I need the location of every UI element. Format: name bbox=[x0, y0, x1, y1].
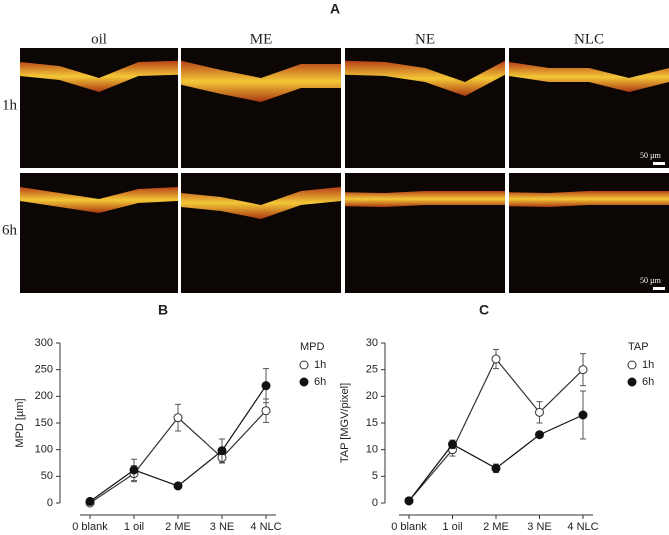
tissue-band bbox=[181, 187, 341, 219]
legend-marker bbox=[627, 360, 637, 370]
marker bbox=[578, 365, 588, 375]
panel-label: A bbox=[330, 1, 340, 17]
marker bbox=[85, 496, 95, 506]
panel-label: B bbox=[158, 302, 168, 318]
marker bbox=[404, 496, 414, 506]
column-label: NLC bbox=[574, 31, 604, 47]
legend-label: 1h bbox=[642, 359, 654, 371]
x-tick-label: 3 NE bbox=[527, 521, 551, 533]
marker bbox=[261, 406, 271, 416]
series-line bbox=[408, 414, 584, 502]
tissue-band bbox=[509, 191, 669, 207]
scale-bar bbox=[653, 287, 665, 290]
scale-bar-label: 50 µm bbox=[640, 276, 662, 285]
x-tick-label: 1 oil bbox=[442, 521, 462, 533]
marker bbox=[129, 465, 139, 475]
x-tick-label: 3 NE bbox=[210, 521, 234, 533]
y-tick-label: 5 bbox=[372, 470, 378, 482]
x-tick-label: 2 ME bbox=[165, 521, 191, 533]
y-tick-label: 25 bbox=[366, 364, 378, 376]
column-label: oil bbox=[91, 31, 107, 47]
legend-marker bbox=[299, 360, 309, 370]
tissue-band bbox=[20, 187, 178, 213]
marker bbox=[535, 430, 544, 440]
column-label: NE bbox=[415, 31, 435, 47]
x-tick-label: 4 NLC bbox=[567, 521, 598, 533]
y-tick-label: 100 bbox=[35, 444, 53, 456]
marker bbox=[173, 481, 183, 491]
tissue-band bbox=[20, 60, 178, 92]
x-tick-label: 4 NLC bbox=[250, 521, 281, 533]
y-axis-label: TAP [MGV/pixel] bbox=[339, 383, 351, 463]
y-tick-label: 50 bbox=[41, 470, 53, 482]
legend-label: 6h bbox=[642, 376, 654, 388]
y-tick-label: 150 bbox=[35, 417, 53, 429]
y-tick-label: 200 bbox=[35, 390, 53, 402]
y-tick-label: 20 bbox=[366, 390, 378, 402]
panel-label: C bbox=[479, 302, 489, 318]
row-label: 1h bbox=[2, 97, 18, 113]
series-line bbox=[408, 357, 584, 502]
marker bbox=[491, 354, 501, 364]
y-tick-label: 30 bbox=[366, 337, 378, 349]
x-tick-label: 0 blank bbox=[72, 521, 108, 533]
marker bbox=[491, 463, 501, 473]
marker bbox=[535, 407, 544, 417]
legend-marker bbox=[627, 377, 637, 387]
x-tick-label: 0 blank bbox=[391, 521, 427, 533]
y-tick-label: 0 bbox=[47, 497, 53, 509]
y-tick-label: 250 bbox=[35, 364, 53, 376]
legend-label: 6h bbox=[314, 376, 326, 388]
y-axis-label: MPD [µm] bbox=[14, 398, 26, 447]
marker bbox=[261, 381, 271, 391]
scale-bar-label: 50 µm bbox=[640, 151, 662, 160]
tissue-band bbox=[181, 60, 341, 102]
marker bbox=[217, 446, 227, 456]
x-tick-label: 1 oil bbox=[124, 521, 144, 533]
marker bbox=[578, 410, 588, 420]
tissue-band bbox=[345, 60, 505, 96]
marker bbox=[448, 439, 457, 449]
tissue-band bbox=[345, 191, 505, 207]
row-label: 6h bbox=[2, 222, 18, 238]
y-tick-label: 15 bbox=[366, 417, 378, 429]
legend-title: TAP bbox=[628, 341, 649, 353]
y-tick-label: 300 bbox=[35, 337, 53, 349]
legend-label: 1h bbox=[314, 359, 326, 371]
x-tick-label: 2 ME bbox=[483, 521, 509, 533]
legend-marker bbox=[299, 377, 309, 387]
y-tick-label: 0 bbox=[372, 497, 378, 509]
column-label: ME bbox=[250, 31, 273, 47]
marker bbox=[173, 413, 183, 423]
scale-bar bbox=[653, 162, 665, 165]
tissue-band bbox=[509, 62, 669, 92]
y-tick-label: 10 bbox=[366, 444, 378, 456]
legend-title: MPD bbox=[300, 341, 325, 353]
